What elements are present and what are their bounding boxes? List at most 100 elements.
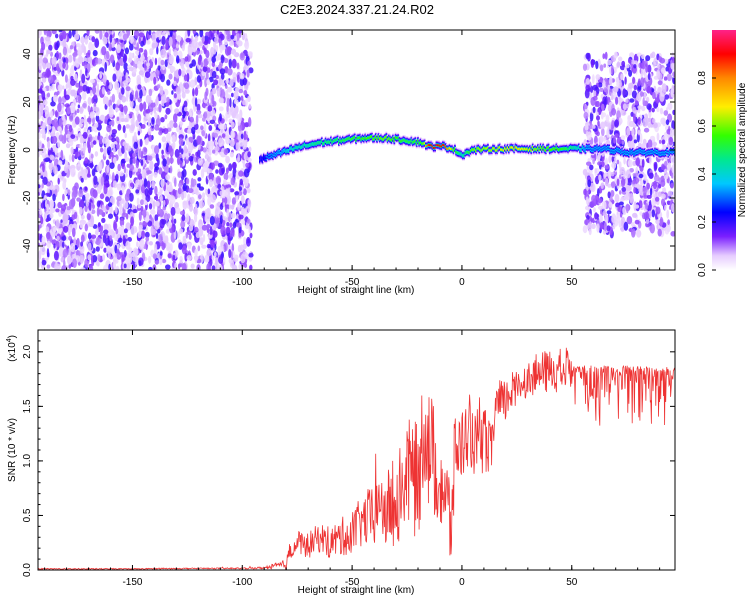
carrier-peak (388, 137, 390, 140)
noise-speck (103, 247, 107, 253)
noise-speck (600, 134, 603, 143)
carrier-peak (310, 143, 313, 146)
noise-speck (632, 172, 639, 177)
noise-speck (204, 254, 210, 263)
noise-speck (113, 147, 116, 155)
noise-speck (618, 56, 623, 62)
noise-speck (659, 216, 664, 227)
carrier-peak (467, 151, 469, 154)
noise-speck (77, 87, 83, 93)
noise-speck (168, 73, 173, 80)
noise-speck (136, 60, 142, 69)
noise-speck (88, 41, 93, 52)
noise-speck (198, 200, 205, 209)
noise-speck (132, 152, 137, 158)
noise-speck (104, 237, 111, 247)
carrier-peak (422, 142, 425, 145)
noise-speck (223, 124, 227, 130)
noise-speck (646, 182, 650, 190)
noise-speck (72, 113, 76, 118)
noise-speck (124, 143, 127, 153)
noise-speck (82, 103, 87, 108)
noise-speck (216, 30, 220, 35)
noise-speck (585, 130, 589, 137)
noise-speck (74, 116, 80, 125)
noise-speck (225, 30, 230, 36)
noise-speck (618, 161, 622, 169)
noise-speck (670, 231, 675, 237)
noise-speck (40, 216, 44, 225)
carrier-peak (414, 139, 417, 142)
noise-speck (626, 203, 629, 214)
spectrogram-noise (38, 30, 675, 270)
noise-speck (136, 50, 140, 56)
noise-speck (207, 196, 212, 206)
noise-speck (218, 106, 224, 112)
noise-speck (105, 196, 110, 203)
carrier-peak (301, 146, 303, 149)
noise-speck (109, 229, 114, 236)
noise-speck (661, 83, 667, 93)
noise-speck (626, 216, 633, 225)
noise-speck (230, 212, 236, 219)
noise-speck (143, 178, 148, 188)
noise-speck (64, 189, 68, 196)
noise-speck (122, 235, 126, 245)
noise-speck (663, 174, 669, 180)
noise-speck (197, 114, 203, 119)
carrier-peak (328, 141, 331, 144)
noise-speck (192, 88, 195, 97)
noise-speck (62, 180, 67, 190)
noise-speck (225, 155, 231, 164)
noise-speck (123, 62, 128, 71)
carrier-peak (403, 139, 406, 142)
noise-speck (86, 212, 91, 221)
noise-speck (641, 158, 645, 168)
noise-speck (201, 192, 206, 199)
noise-speck (203, 40, 209, 46)
noise-speck (87, 96, 92, 106)
noise-speck (63, 225, 69, 233)
carrier-peak (480, 149, 483, 152)
carrier-peak (446, 147, 448, 150)
carrier-peak (384, 136, 386, 139)
noise-speck (80, 267, 86, 270)
noise-speck (607, 104, 612, 112)
noise-speck (628, 82, 634, 89)
noise-speck (584, 124, 589, 131)
noise-speck (658, 139, 662, 144)
noise-speck (152, 253, 157, 260)
noise-speck (637, 129, 641, 136)
noise-speck (129, 182, 134, 188)
noise-speck (166, 242, 171, 251)
noise-speck (225, 226, 231, 234)
noise-speck (240, 218, 245, 225)
carrier-peak (401, 140, 404, 143)
noise-speck (125, 173, 128, 178)
noise-speck (144, 138, 149, 146)
noise-speck (243, 236, 247, 246)
carrier-peak (294, 146, 297, 149)
noise-speck (236, 62, 240, 70)
noise-speck (74, 33, 80, 41)
carrier-peak (334, 139, 336, 142)
noise-speck (102, 30, 106, 34)
noise-speck (138, 224, 143, 230)
noise-speck (148, 134, 153, 142)
noise-speck (600, 121, 606, 130)
carrier-peak (458, 152, 460, 155)
noise-speck (134, 104, 140, 112)
noise-speck (154, 185, 158, 196)
noise-speck (189, 203, 193, 212)
noise-speck (116, 44, 121, 54)
carrier-peak (319, 141, 322, 144)
noise-speck (129, 43, 134, 51)
noise-speck (80, 241, 84, 247)
noise-speck (640, 143, 646, 148)
noise-speck (611, 108, 617, 116)
noise-speck (115, 173, 119, 182)
carrier-peak (302, 145, 305, 148)
noise-speck (602, 96, 607, 106)
noise-speck (99, 193, 105, 200)
noise-speck (623, 221, 629, 231)
